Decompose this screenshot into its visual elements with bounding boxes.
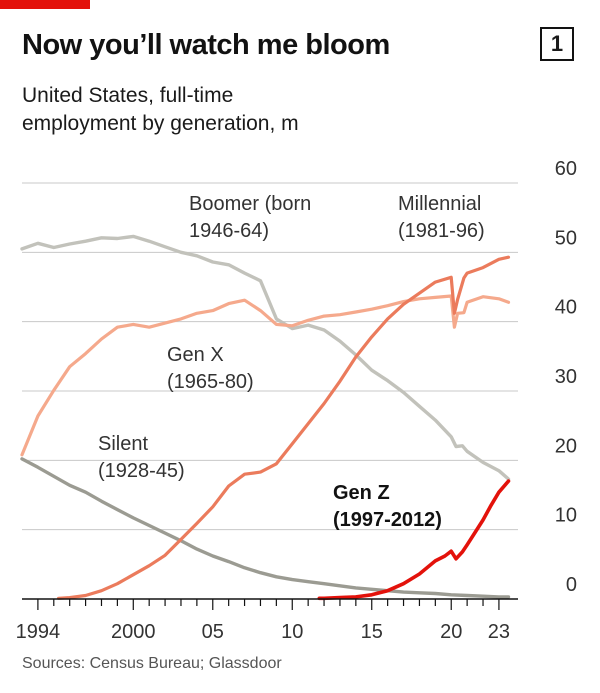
gridlines bbox=[22, 182, 518, 531]
series-label-genx-line-2: (1965-80) bbox=[167, 371, 254, 393]
y-tick-label-0: 0 bbox=[566, 574, 577, 596]
series-label-silent-line-2: (1928-45) bbox=[98, 460, 185, 482]
series-line-genx bbox=[20, 294, 511, 457]
series-label-genz: Gen Z (1997-2012) bbox=[333, 482, 442, 531]
series-line-boomer bbox=[20, 234, 511, 481]
series-label-millennial-line-2: (1981-96) bbox=[398, 220, 485, 242]
source-note: Sources: Census Bureau; Glassdoor bbox=[22, 655, 282, 672]
x-tick-label-2023: 23 bbox=[488, 621, 510, 643]
x-tick-label-2005: 05 bbox=[202, 621, 224, 643]
x-tick-label-1994: 1994 bbox=[16, 621, 61, 643]
series-label-genz-line-2: (1997-2012) bbox=[333, 509, 442, 531]
series-line-millennial bbox=[57, 255, 511, 600]
series-label-genx-line-1: Gen X bbox=[167, 344, 224, 366]
y-axis-labels: 0 10 20 30 40 50 60 bbox=[555, 158, 577, 596]
series-label-silent: Silent (1928-45) bbox=[98, 433, 185, 482]
y-tick-label-20: 20 bbox=[555, 435, 577, 457]
y-tick-label-40: 40 bbox=[555, 297, 577, 319]
series-line-genz bbox=[317, 479, 511, 601]
chart-number-badge: 1 bbox=[540, 27, 574, 61]
series-label-boomer-line-1: Boomer (born bbox=[189, 193, 311, 215]
x-tick-label-2015: 15 bbox=[361, 621, 383, 643]
series-label-genx: Gen X (1965-80) bbox=[167, 344, 254, 393]
series-label-millennial: Millennial (1981-96) bbox=[398, 193, 485, 242]
series-lines bbox=[20, 234, 511, 601]
chart-subtitle: United States, full-time employment by g… bbox=[22, 84, 299, 135]
x-axis-labels: 1994 2000 05 10 15 20 23 bbox=[16, 621, 510, 643]
series-label-millennial-line-1: Millennial bbox=[398, 193, 481, 215]
series-label-boomer: Boomer (born 1946-64) bbox=[189, 193, 311, 242]
y-tick-label-60: 60 bbox=[555, 158, 577, 180]
series-label-genz-line-1: Gen Z bbox=[333, 482, 390, 504]
x-axis bbox=[22, 598, 518, 610]
chart-title: Now you’ll watch me bloom bbox=[22, 29, 390, 61]
x-tick-label-2000: 2000 bbox=[111, 621, 156, 643]
brand-tag bbox=[0, 0, 90, 9]
y-tick-label-30: 30 bbox=[555, 366, 577, 388]
x-tick-label-2020: 20 bbox=[440, 621, 462, 643]
y-tick-label-50: 50 bbox=[555, 227, 577, 249]
y-tick-label-10: 10 bbox=[555, 505, 577, 527]
series-label-silent-line-1: Silent bbox=[98, 433, 148, 455]
series-line-silent bbox=[20, 457, 511, 599]
x-tick-label-2010: 10 bbox=[281, 621, 303, 643]
series-labels: Boomer (born 1946-64) Millennial (1981-96) G… bbox=[98, 193, 485, 531]
series-label-boomer-line-2: 1946-64) bbox=[189, 220, 269, 242]
